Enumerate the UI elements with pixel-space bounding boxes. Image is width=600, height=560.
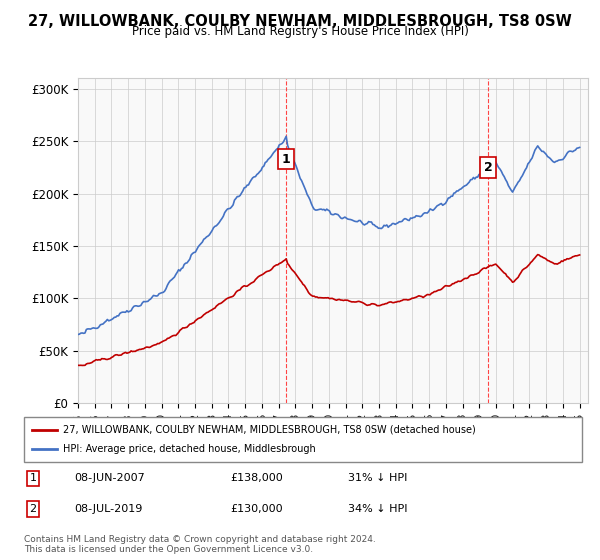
Text: Contains HM Land Registry data © Crown copyright and database right 2024.
This d: Contains HM Land Registry data © Crown c… <box>24 535 376 554</box>
FancyBboxPatch shape <box>24 417 582 462</box>
Text: 2: 2 <box>29 504 37 514</box>
Text: HPI: Average price, detached house, Middlesbrough: HPI: Average price, detached house, Midd… <box>63 445 316 455</box>
Text: Price paid vs. HM Land Registry's House Price Index (HPI): Price paid vs. HM Land Registry's House … <box>131 25 469 38</box>
Text: 08-JUL-2019: 08-JUL-2019 <box>74 504 143 514</box>
Text: 1: 1 <box>281 152 290 166</box>
Text: 2: 2 <box>484 161 493 174</box>
Text: £130,000: £130,000 <box>230 504 283 514</box>
Text: 1: 1 <box>29 473 37 483</box>
Text: 27, WILLOWBANK, COULBY NEWHAM, MIDDLESBROUGH, TS8 0SW: 27, WILLOWBANK, COULBY NEWHAM, MIDDLESBR… <box>28 14 572 29</box>
Text: 27, WILLOWBANK, COULBY NEWHAM, MIDDLESBROUGH, TS8 0SW (detached house): 27, WILLOWBANK, COULBY NEWHAM, MIDDLESBR… <box>63 424 476 435</box>
Text: £138,000: £138,000 <box>230 473 283 483</box>
Text: 31% ↓ HPI: 31% ↓ HPI <box>347 473 407 483</box>
Text: 08-JUN-2007: 08-JUN-2007 <box>74 473 145 483</box>
Text: 34% ↓ HPI: 34% ↓ HPI <box>347 504 407 514</box>
